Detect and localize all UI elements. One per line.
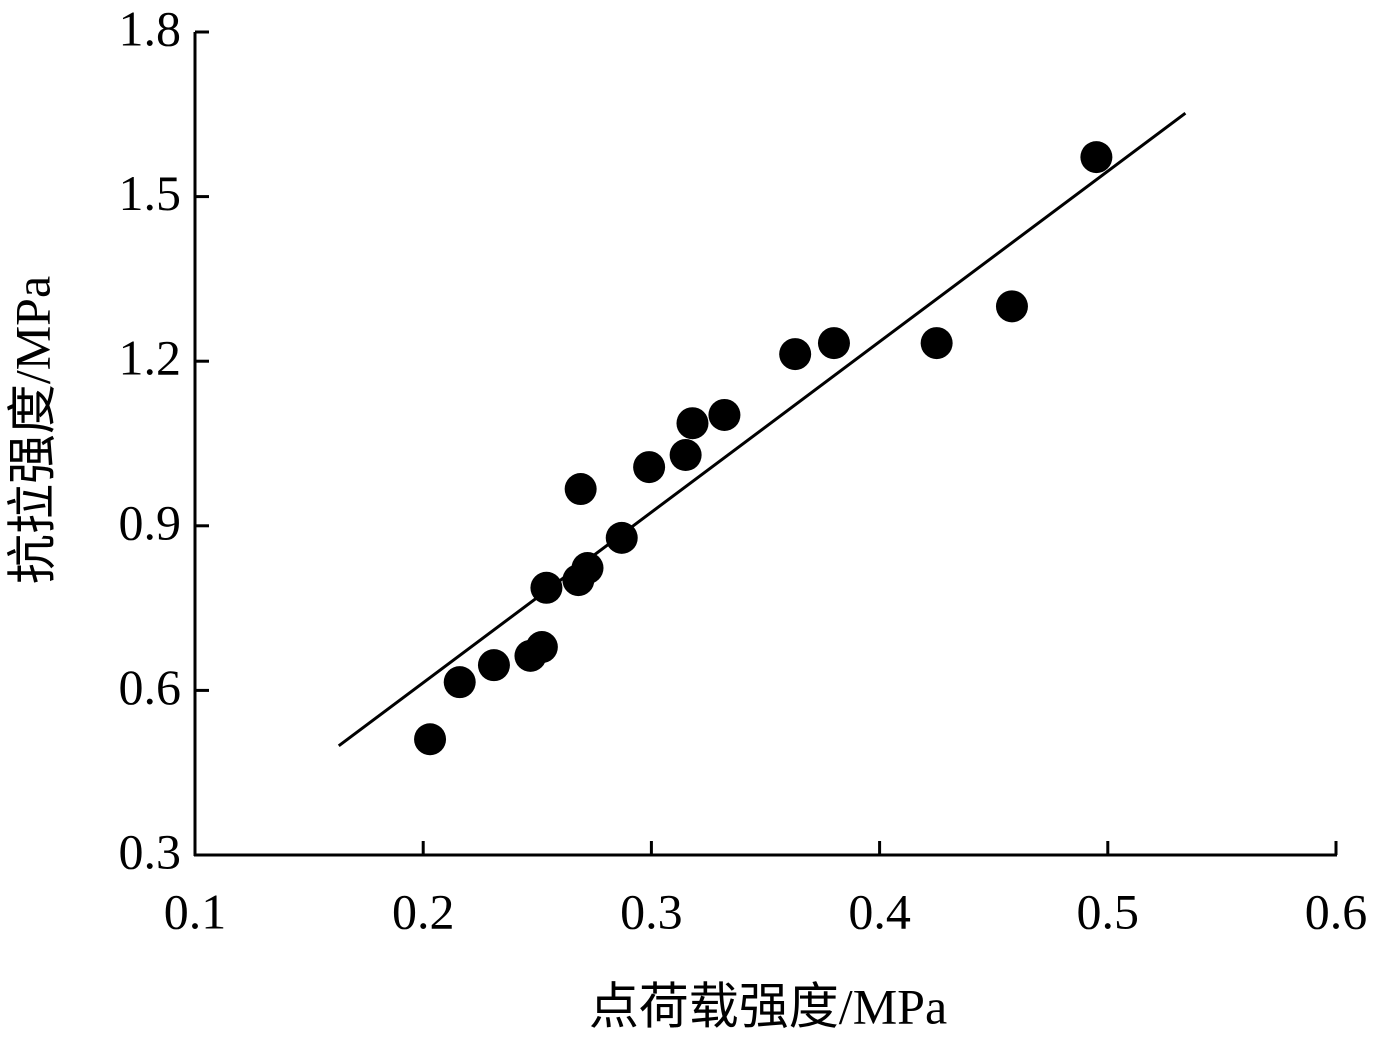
- fit-line: [337, 112, 1187, 748]
- data-point: [779, 338, 812, 371]
- data-point: [564, 473, 597, 506]
- data-point: [525, 631, 558, 664]
- y-tick-label: 0.9: [119, 494, 182, 550]
- data-point: [995, 290, 1028, 323]
- data-point: [920, 327, 953, 360]
- y-tick-label: 0.3: [119, 823, 182, 879]
- x-tick-label: 0.1: [164, 883, 227, 939]
- x-axis-title: 点荷载强度/MPa: [589, 978, 947, 1034]
- data-point: [669, 439, 702, 472]
- y-tick-label: 0.6: [119, 659, 182, 715]
- x-tick-label: 0.4: [848, 883, 911, 939]
- data-point: [676, 407, 709, 440]
- y-tick-label: 1.2: [119, 330, 182, 386]
- x-tick-label: 0.2: [392, 883, 455, 939]
- data-point: [414, 723, 447, 756]
- x-tick-label: 0.3: [620, 883, 683, 939]
- data-point: [708, 398, 741, 431]
- data-point: [817, 327, 850, 360]
- x-tick-label: 0.5: [1077, 883, 1140, 939]
- data-point: [605, 521, 638, 554]
- data-point: [530, 571, 563, 604]
- y-tick-label: 1.5: [119, 165, 182, 221]
- x-tick-label: 0.6: [1305, 883, 1368, 939]
- data-point: [443, 666, 476, 699]
- data-point: [633, 451, 666, 484]
- data-point: [477, 649, 510, 682]
- data-point: [571, 552, 604, 585]
- data-point: [1080, 141, 1113, 174]
- y-axis-title: 抗拉强度/MPa: [4, 276, 60, 584]
- y-tick-label: 1.8: [119, 0, 182, 56]
